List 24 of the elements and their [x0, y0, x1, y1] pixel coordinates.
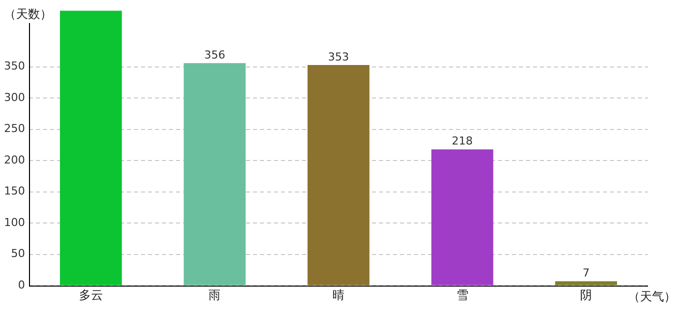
y-tick-label: 150 — [4, 184, 25, 198]
y-tick-label: 100 — [4, 216, 25, 229]
x-axis-title: （天气） — [628, 290, 676, 304]
data-label: 218 — [452, 134, 473, 148]
x-tick-label: 雨 — [208, 288, 221, 302]
bar — [308, 64, 370, 286]
bar — [555, 281, 618, 286]
x-tick-label: 晴 — [332, 288, 344, 302]
data-label: 356 — [204, 48, 226, 62]
y-tick-label: 50 — [10, 247, 25, 260]
x-tick-label: 多云 — [78, 288, 103, 302]
data-label: 7 — [582, 266, 590, 280]
bar — [60, 10, 122, 286]
bar — [184, 63, 246, 286]
bar — [431, 149, 494, 286]
x-tick-label: 阴 — [580, 288, 592, 302]
y-tick-label: 350 — [4, 60, 25, 73]
data-label: 353 — [328, 50, 349, 64]
x-tick-label: 雪 — [456, 288, 468, 302]
y-tick-label: 300 — [4, 90, 25, 104]
y-tick-label: 200 — [4, 153, 25, 166]
y-tick-label: 0 — [18, 278, 25, 292]
y-axis-title: （天数） — [4, 7, 52, 22]
y-tick-label: 250 — [4, 122, 25, 136]
